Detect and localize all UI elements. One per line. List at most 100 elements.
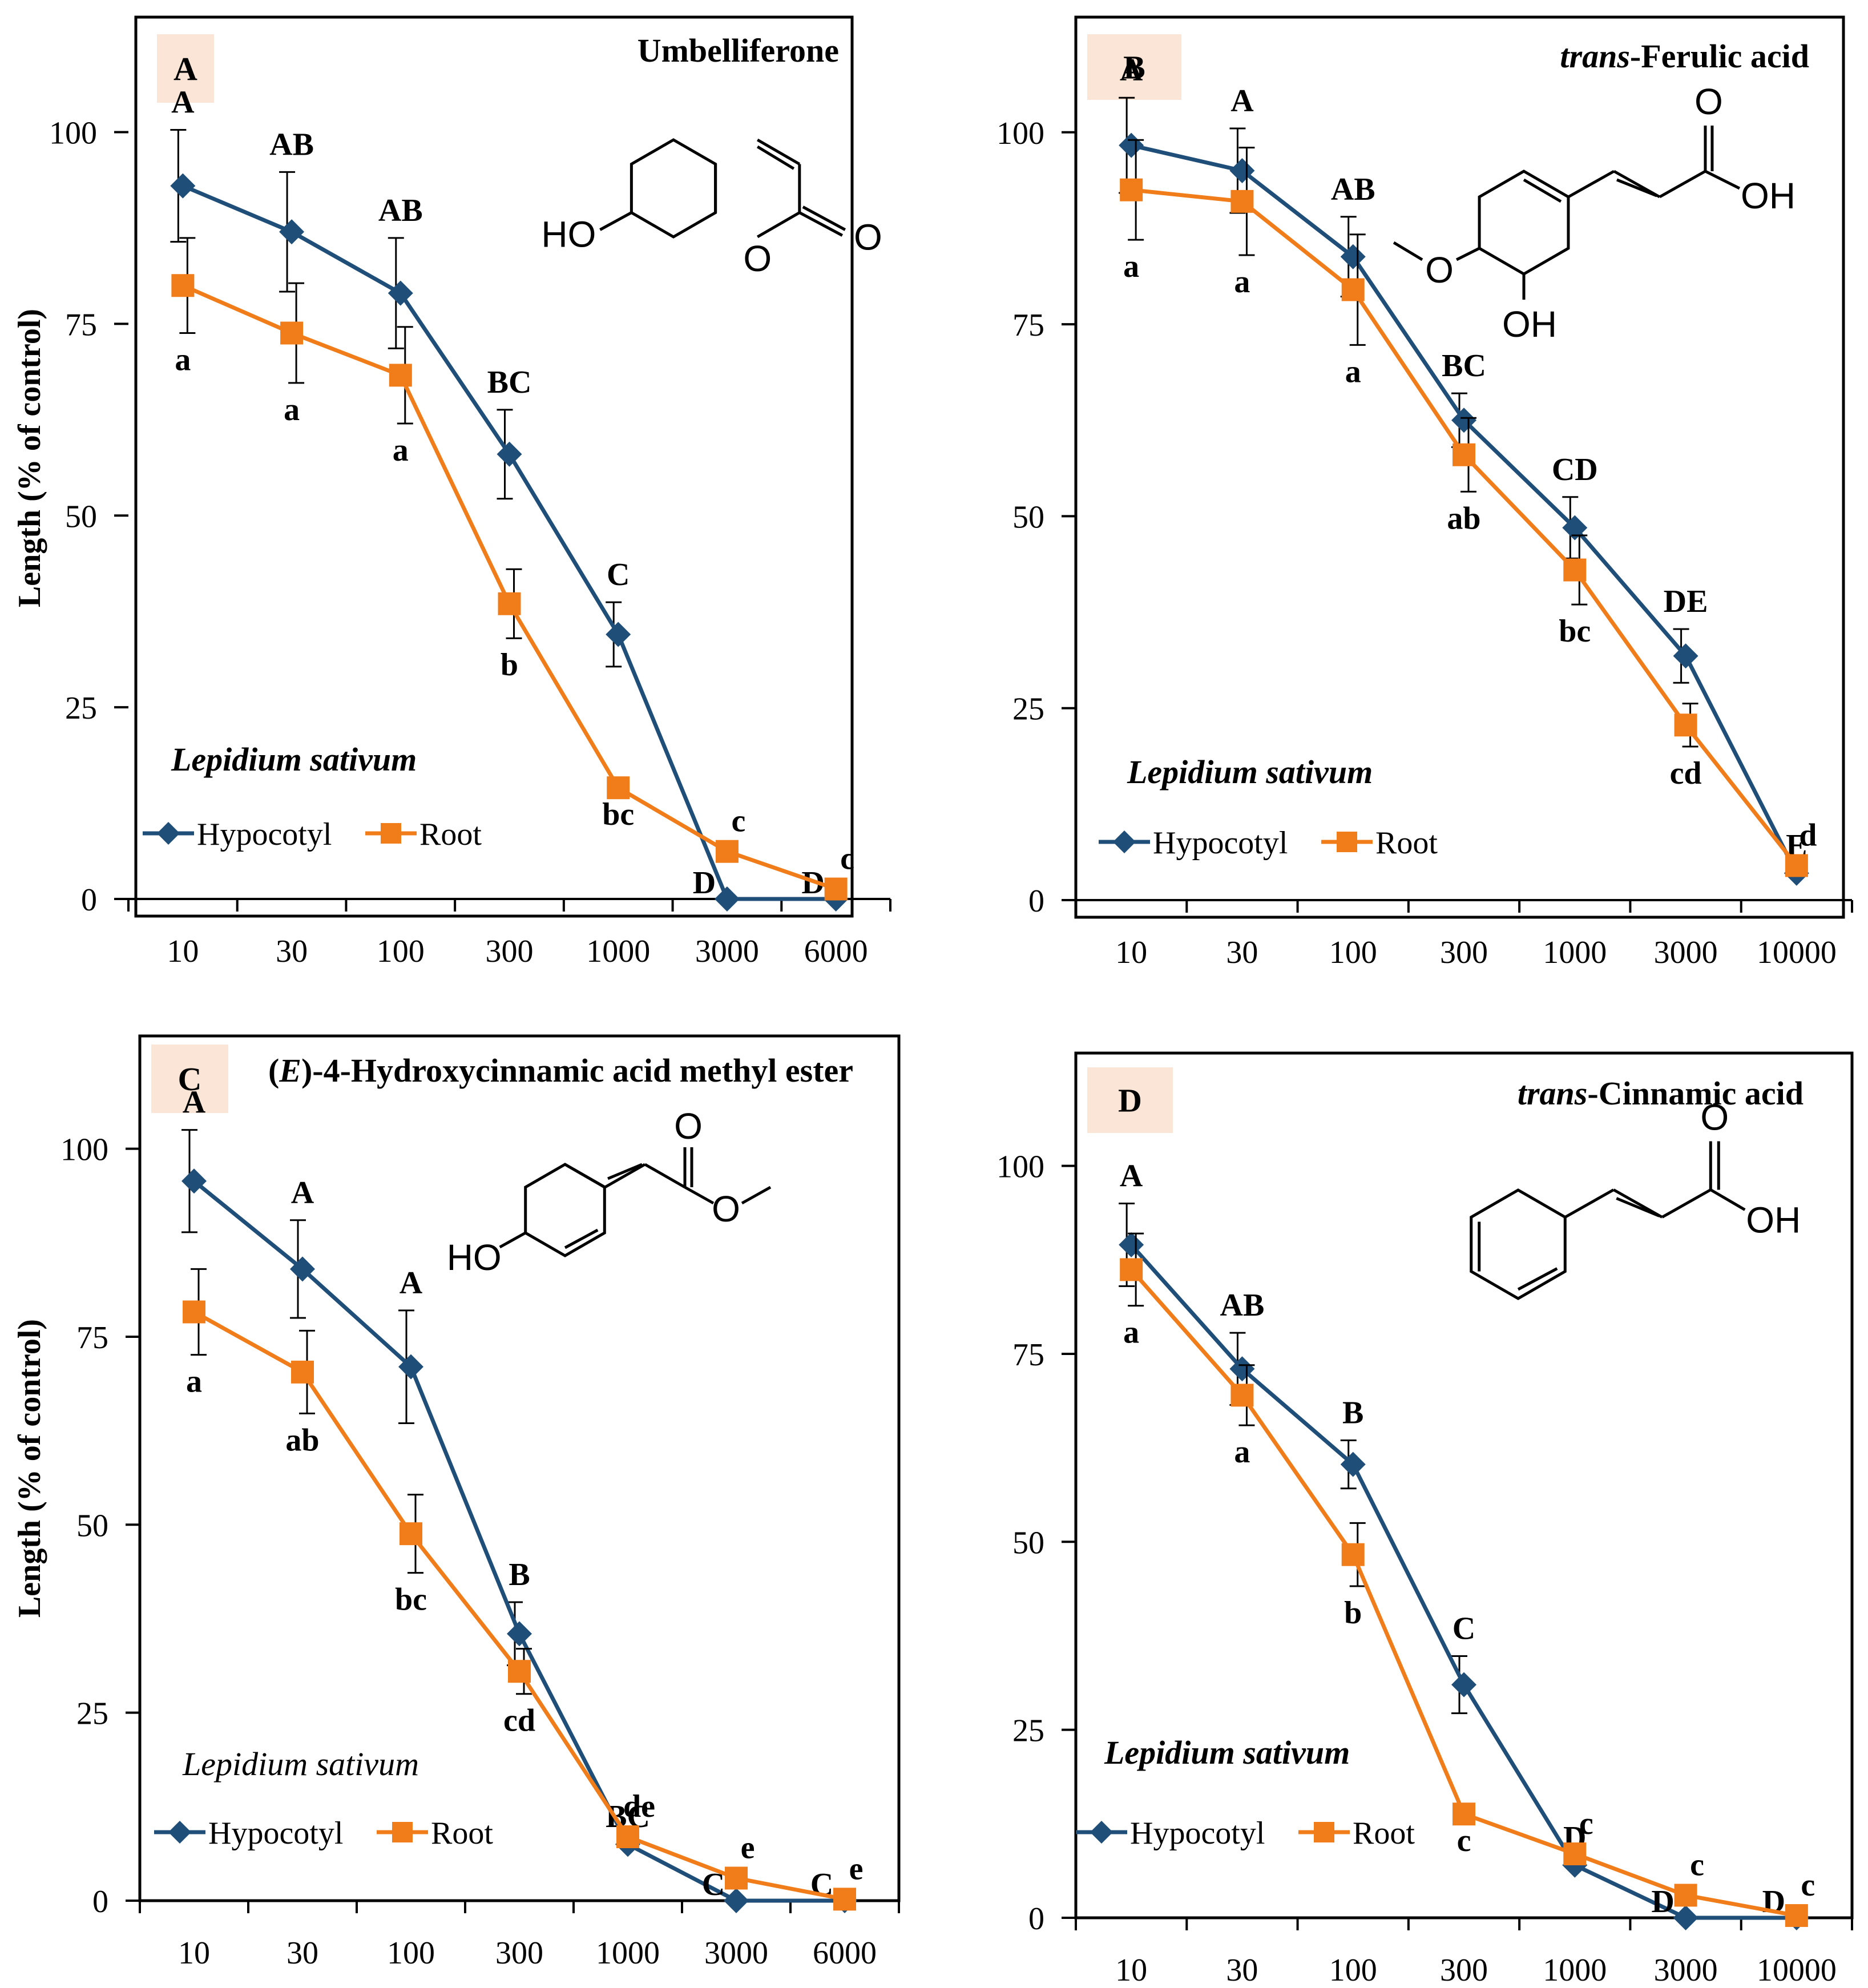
data-point — [388, 280, 413, 306]
structure-bond — [756, 138, 801, 166]
significance-letter: B — [1342, 1395, 1363, 1430]
data-point — [1453, 443, 1475, 466]
legend: Hypocotyl Root — [154, 1816, 493, 1851]
significance-letter: bc — [395, 1582, 427, 1618]
significance-letter: BC — [1442, 348, 1486, 384]
chart-title: trans-Ferulic acid — [1560, 38, 1809, 75]
significance-letter: c — [1579, 1806, 1593, 1841]
x-tick-label: 1000 — [596, 1935, 660, 1971]
significance-letter: A — [400, 1265, 423, 1301]
y-tick-label: 0 — [1028, 884, 1044, 919]
data-point — [607, 776, 630, 800]
panel-label-box — [1087, 1067, 1173, 1133]
data-point — [1785, 854, 1808, 877]
y-tick-label: 25 — [1012, 692, 1044, 727]
structure-double-bond — [1523, 178, 1562, 203]
legend-marker — [381, 823, 401, 844]
structure-bond — [684, 1185, 715, 1205]
data-point — [1340, 1451, 1366, 1477]
title-text: -Ferulic acid — [1630, 38, 1809, 75]
y-tick-label: 25 — [65, 691, 97, 726]
structure-bond — [1567, 170, 1615, 199]
x-tick-label: 100 — [387, 1935, 435, 1971]
legend-label: Hypocotyl — [1153, 825, 1288, 861]
series-root: a a b c c c c — [1120, 1232, 1815, 1927]
y-tick-label: 50 — [65, 499, 97, 534]
data-point — [183, 1300, 205, 1324]
structure-atom-label: O — [712, 1188, 740, 1229]
structure-bond — [756, 211, 801, 239]
structure-benzene-ring — [524, 1163, 606, 1257]
significance-letter: AB — [378, 193, 423, 228]
y-tick-label: 100 — [996, 116, 1044, 151]
data-point — [1453, 1802, 1475, 1826]
structure-bond — [1393, 241, 1423, 261]
significance-letter: c — [840, 841, 854, 877]
data-point — [290, 1256, 315, 1282]
legend: Hypocotyl Root — [1099, 825, 1438, 861]
legend-marker — [1090, 1821, 1113, 1844]
data-point — [1341, 278, 1365, 301]
structure-bond — [798, 211, 844, 237]
x-tick-label: 6000 — [813, 1935, 877, 1971]
significance-letter: BC — [487, 365, 532, 400]
data-point — [714, 886, 740, 912]
data-point — [508, 1660, 531, 1683]
data-point — [606, 622, 631, 647]
title-text: Umbelliferone — [638, 32, 839, 69]
structure-double-bond — [1616, 1197, 1660, 1217]
data-point — [1673, 1905, 1698, 1930]
structure-bond — [1455, 247, 1480, 261]
x-tick-label: 1000 — [586, 934, 650, 969]
x-tick-label: 10 — [1115, 1953, 1147, 1988]
structure-double-bond — [1517, 1267, 1558, 1291]
x-tick-label: 300 — [1440, 1953, 1488, 1988]
data-point — [170, 173, 196, 199]
significance-letter: b — [1344, 1595, 1362, 1631]
significance-letter: A — [291, 1175, 314, 1211]
data-point — [291, 1360, 314, 1384]
significance-letter: a — [284, 392, 300, 428]
significance-letter: a — [1234, 264, 1250, 300]
structure-atom-label: O — [1425, 249, 1454, 291]
x-tick-label: 300 — [495, 1935, 543, 1971]
x-tick-label: 300 — [1440, 935, 1488, 970]
chart-title: trans-Cinnamic acid — [1518, 1075, 1804, 1112]
x-tick-label: 3000 — [1654, 935, 1718, 970]
title-italic: trans — [1518, 1075, 1588, 1112]
structure-atom-label: OH — [1741, 175, 1796, 216]
structure-benzene-ring — [1470, 1188, 1567, 1300]
significance-letter: A — [1120, 1158, 1143, 1193]
significance-letter: A — [1120, 53, 1143, 88]
x-tick-label: 6000 — [804, 934, 868, 969]
data-point — [1120, 1258, 1143, 1281]
y-axis-label: Length (% of control) — [12, 1319, 47, 1618]
legend-marker — [392, 1822, 413, 1842]
y-tick-label: 50 — [1012, 499, 1044, 535]
y-tick-label: 0 — [92, 1884, 108, 1920]
series-line — [181, 184, 836, 901]
x-tick-label: 3000 — [695, 934, 759, 969]
significance-letter: AB — [1220, 1288, 1265, 1323]
structure-bond — [564, 1163, 606, 1189]
y-tick-label: 25 — [1012, 1713, 1044, 1749]
structure-atom-label: HO — [447, 1237, 502, 1278]
series-root: a a a ab bc cd d — [1120, 139, 1817, 877]
significance-letter: B — [509, 1557, 530, 1592]
data-point — [1230, 189, 1254, 213]
x-tick-label: 100 — [1329, 1953, 1377, 1988]
data-point — [1119, 1232, 1144, 1257]
structure-bond — [644, 1163, 686, 1189]
data-point — [1119, 132, 1144, 158]
y-tick-label: 100 — [49, 116, 97, 151]
title-text: -Cinnamic acid — [1587, 1075, 1804, 1112]
significance-letter: DE — [1664, 584, 1708, 619]
structure-bond — [741, 1185, 772, 1205]
species-label: Lepidium sativum — [171, 741, 417, 778]
data-point — [1451, 1672, 1476, 1697]
x-tick-label: 30 — [1226, 935, 1258, 970]
significance-letter: C — [607, 557, 630, 592]
panel-label-box — [157, 34, 214, 103]
